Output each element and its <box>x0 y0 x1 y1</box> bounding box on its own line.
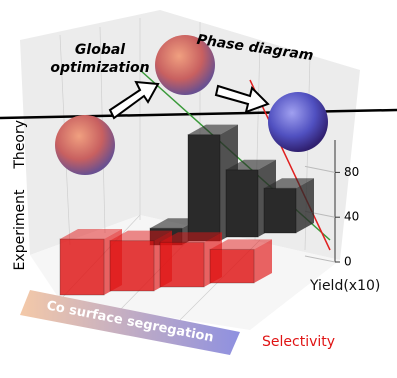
label: optimization <box>50 60 149 76</box>
label: Global <box>75 42 125 58</box>
y-tick-label: 0 <box>344 255 352 269</box>
nanoparticle <box>55 115 115 175</box>
bar <box>60 239 104 295</box>
bar <box>160 242 204 287</box>
bar <box>226 170 258 237</box>
graphical-abstract: Global optimization Phase diagram Theory… <box>0 0 397 378</box>
legend-label: Yield(x10) <box>309 278 380 294</box>
bar <box>110 241 154 291</box>
label: Theory <box>12 120 28 170</box>
y-tick-label: 80 <box>344 165 359 179</box>
legend-label: Selectivity <box>262 334 335 350</box>
label: Experiment <box>12 189 28 270</box>
y-tick-label: 40 <box>344 210 359 224</box>
bar <box>210 249 254 283</box>
bar <box>264 188 296 233</box>
bar <box>188 135 220 241</box>
nanoparticle <box>268 92 328 152</box>
